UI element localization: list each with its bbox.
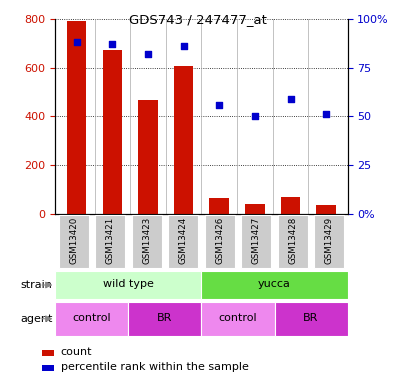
Text: GSM13421: GSM13421 (105, 217, 115, 264)
Text: GSM13429: GSM13429 (325, 217, 334, 264)
Point (73, 39, 80, 45)
Text: wild type: wild type (103, 279, 154, 290)
Text: GSM13424: GSM13424 (179, 217, 188, 264)
Point (181, 43, 187, 49)
Bar (281, 196, 300, 214)
Text: GSM13420: GSM13420 (69, 217, 78, 264)
Bar (103, 51, 122, 214)
Text: GSM13426: GSM13426 (215, 217, 224, 264)
FancyBboxPatch shape (128, 302, 201, 336)
FancyBboxPatch shape (201, 302, 275, 336)
FancyBboxPatch shape (275, 302, 348, 336)
FancyBboxPatch shape (201, 271, 348, 299)
Point (323, 111, 329, 117)
Bar (209, 198, 229, 214)
Text: GDS743 / 247477_at: GDS743 / 247477_at (128, 13, 267, 26)
FancyBboxPatch shape (205, 215, 235, 268)
Text: GSM13423: GSM13423 (142, 217, 151, 264)
Text: control: control (219, 313, 257, 323)
Text: percentile rank within the sample: percentile rank within the sample (60, 362, 248, 372)
Bar (42, 350, 54, 355)
Text: GSM13427: GSM13427 (252, 217, 261, 264)
Text: yucca: yucca (258, 279, 291, 290)
FancyBboxPatch shape (95, 215, 125, 268)
Bar (316, 205, 336, 214)
Text: agent: agent (20, 314, 53, 324)
FancyBboxPatch shape (241, 215, 271, 268)
Text: GSM13428: GSM13428 (288, 217, 297, 264)
Bar (67, 21, 87, 214)
Text: count: count (60, 347, 92, 357)
FancyBboxPatch shape (55, 302, 128, 336)
Point (288, 96, 294, 102)
Bar (245, 204, 265, 214)
Text: BR: BR (157, 313, 173, 323)
Text: control: control (73, 313, 111, 323)
Point (252, 113, 258, 119)
FancyBboxPatch shape (278, 215, 308, 268)
FancyBboxPatch shape (314, 215, 344, 268)
Text: BR: BR (303, 313, 319, 323)
FancyBboxPatch shape (132, 215, 162, 268)
Point (109, 41, 115, 47)
Text: strain: strain (21, 280, 53, 290)
Bar (138, 100, 158, 214)
Point (145, 51, 151, 57)
Point (216, 102, 222, 108)
FancyBboxPatch shape (168, 215, 198, 268)
FancyBboxPatch shape (58, 215, 88, 268)
FancyBboxPatch shape (55, 271, 201, 299)
Bar (42, 365, 54, 370)
Bar (174, 66, 194, 214)
